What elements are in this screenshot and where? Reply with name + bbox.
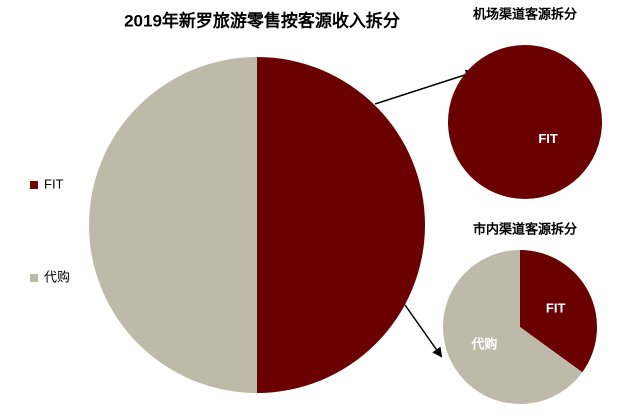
pie-slice xyxy=(448,45,602,199)
slice-label: 代购 xyxy=(470,337,497,352)
legend-swatch xyxy=(30,181,38,189)
legend-label: 代购 xyxy=(44,269,70,284)
pie-slice xyxy=(89,57,257,393)
legend-swatch xyxy=(30,274,38,282)
slice-label: FIT xyxy=(546,300,566,315)
arrow xyxy=(374,69,476,105)
chart-title: 2019年新罗旅游零售按客源收入拆分 xyxy=(124,10,400,30)
chart-title: 市内渠道客源拆分 xyxy=(473,221,577,236)
pie-slice xyxy=(443,250,583,404)
chart-title: 机场渠道客源拆分 xyxy=(473,6,577,21)
pie-slice xyxy=(257,57,425,393)
slice-label: FIT xyxy=(538,131,558,146)
arrow xyxy=(404,304,443,358)
pie-slice xyxy=(520,250,597,373)
legend-label: FIT xyxy=(44,176,64,191)
